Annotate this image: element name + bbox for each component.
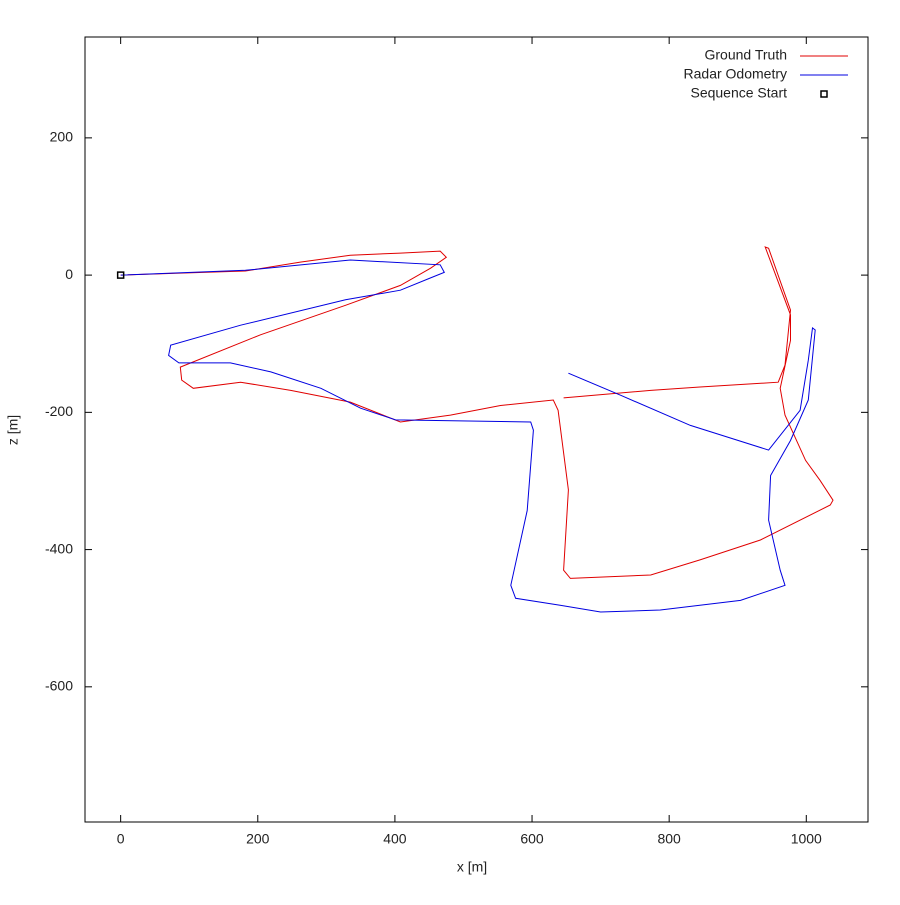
y-tick-label: 200 bbox=[50, 129, 74, 145]
y-tick-label: -400 bbox=[45, 540, 73, 556]
x-axis-label: x [m] bbox=[457, 859, 487, 875]
x-tick-label: 200 bbox=[246, 831, 270, 847]
x-tick-label: 1000 bbox=[791, 831, 822, 847]
y-tick-label: -200 bbox=[45, 403, 73, 419]
start-marker bbox=[116, 271, 125, 279]
x-tick-label: 400 bbox=[383, 831, 407, 847]
legend-marker bbox=[820, 90, 828, 98]
legend-label: Ground Truth bbox=[705, 47, 788, 63]
plot-frame bbox=[84, 36, 869, 823]
legend-label: Radar Odometry bbox=[684, 66, 787, 82]
x-tick-label: 600 bbox=[520, 831, 544, 847]
y-tick-label: -600 bbox=[45, 678, 73, 694]
trajectory-line bbox=[120, 259, 816, 613]
legend-label: Sequence Start bbox=[690, 85, 787, 101]
x-tick-label: 800 bbox=[657, 831, 681, 847]
x-tick-label: 0 bbox=[117, 831, 125, 847]
y-axis-label: z [m] bbox=[5, 415, 21, 445]
y-tick-label: 0 bbox=[65, 266, 73, 282]
trajectory-line bbox=[120, 246, 834, 579]
